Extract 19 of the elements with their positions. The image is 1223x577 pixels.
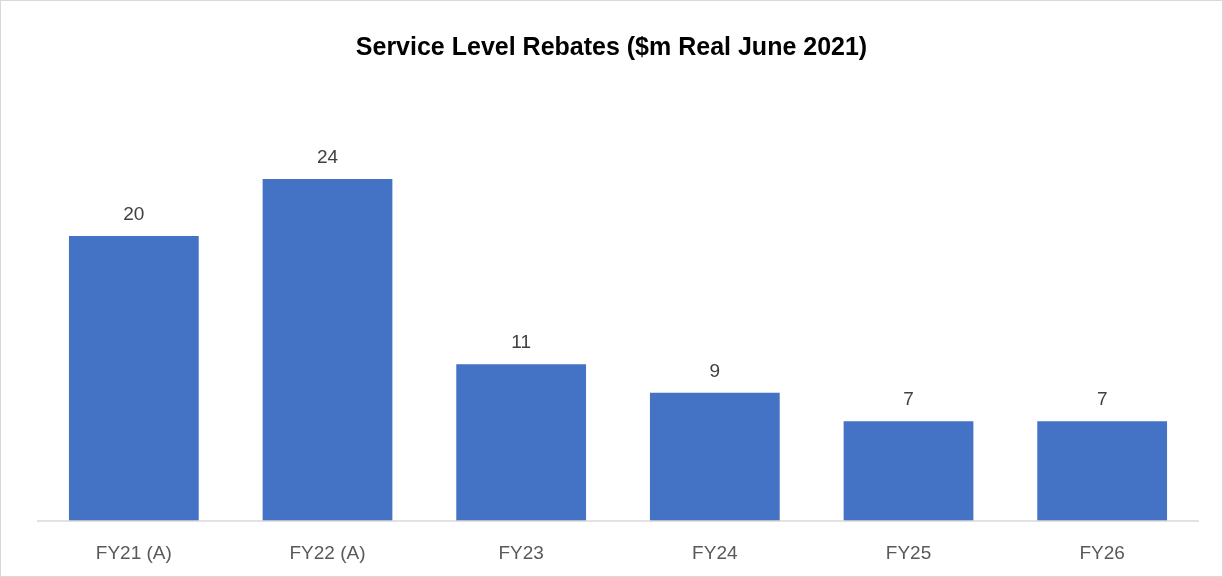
bar xyxy=(1037,421,1168,521)
data-label: 11 xyxy=(511,331,532,353)
x-tick-label: FY21 (A) xyxy=(95,542,172,563)
bar xyxy=(843,421,974,521)
data-label: 7 xyxy=(903,388,914,410)
x-tick-label: FY26 xyxy=(1079,542,1125,563)
bar xyxy=(456,364,587,521)
bar xyxy=(262,179,393,521)
data-label: 7 xyxy=(1096,388,1108,410)
data-label: 20 xyxy=(123,203,145,224)
x-tick-label: FY23 xyxy=(498,542,544,563)
bar xyxy=(68,236,199,521)
x-tick-label: FY22 (A) xyxy=(289,542,366,563)
data-label: 9 xyxy=(709,359,721,381)
x-tick-label: FY25 xyxy=(885,542,932,563)
chart-title: Service Level Rebates ($m Real June 2021) xyxy=(355,32,868,60)
bar xyxy=(649,392,780,521)
x-tick-label: FY24 xyxy=(692,542,738,563)
data-label: 24 xyxy=(316,146,339,167)
